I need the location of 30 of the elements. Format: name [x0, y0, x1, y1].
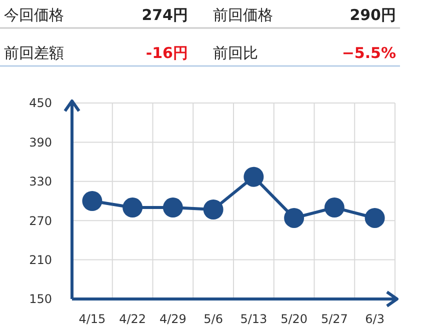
text: 今回価格: [4, 6, 64, 24]
x-tick-label: 4/29: [159, 312, 186, 326]
y-tick-label: 330: [29, 174, 52, 189]
point: [244, 166, 264, 187]
text: 前回価格: [213, 6, 273, 24]
point: [162, 198, 183, 218]
y-tick-label: 390: [29, 135, 52, 150]
point: [284, 208, 304, 228]
point: [203, 199, 224, 220]
y-tick-label: 270: [29, 214, 52, 228]
y-tick-label: 450: [29, 96, 52, 110]
x-tick-label: 4/15: [78, 312, 106, 326]
y-tick-label: 150: [29, 292, 52, 306]
text: 前回差額: [4, 44, 64, 62]
x-tick-label: 6/3: [365, 312, 384, 326]
text: -16円: [146, 44, 188, 62]
text: 前回比: [213, 44, 258, 62]
text: 274円: [142, 6, 188, 24]
point: [122, 198, 143, 218]
point: [324, 198, 344, 218]
x-tick-label: 5/13: [240, 312, 268, 326]
x-tick-label: 4/22: [119, 312, 146, 326]
point: [82, 191, 102, 211]
text: 290円: [350, 6, 396, 24]
point: [364, 208, 385, 228]
text: −5.5%: [342, 44, 396, 62]
y-tick-label: 210: [29, 253, 52, 267]
x-tick-label: 5/6: [204, 312, 223, 326]
x-tick-label: 5/20: [280, 312, 308, 326]
x-tick-label: 5/27: [320, 312, 348, 326]
